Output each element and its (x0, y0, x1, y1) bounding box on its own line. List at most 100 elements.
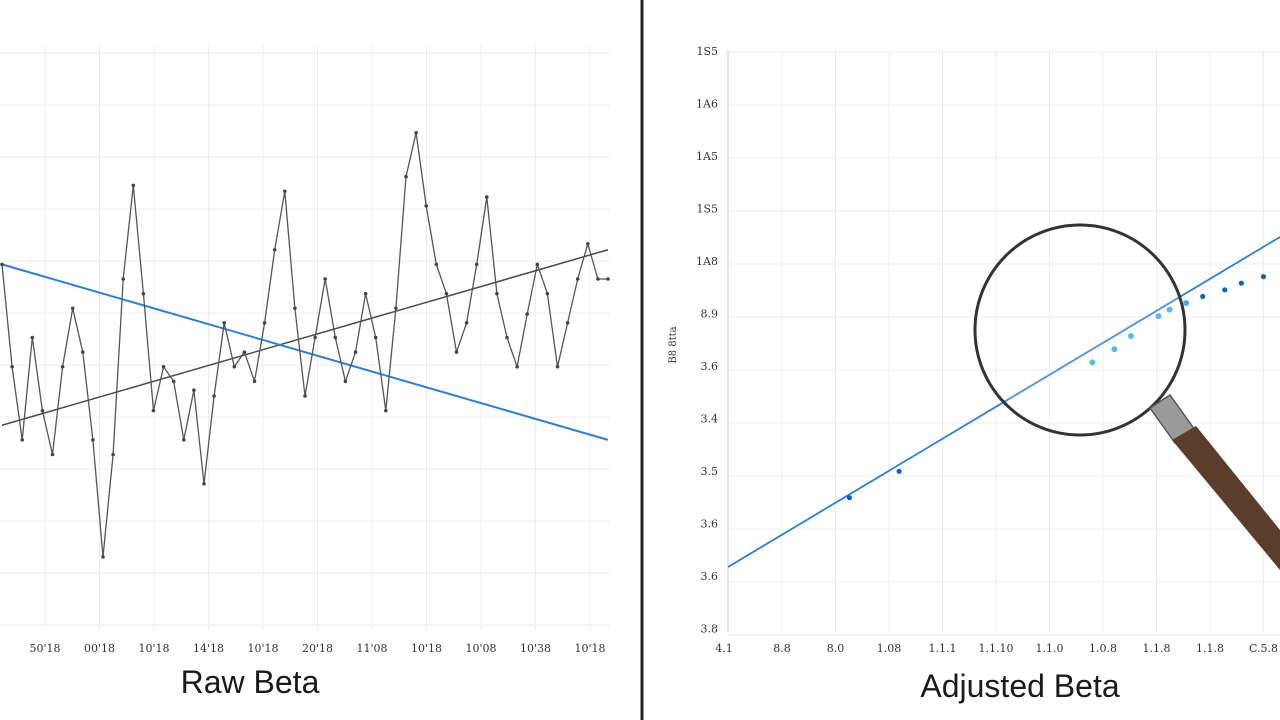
adjusted-beta-y-tick-label: 3.5 (701, 465, 719, 478)
raw-beta-grid (0, 45, 610, 630)
adjusted-beta-x-tick-label: 1.0.8 (1089, 642, 1117, 655)
raw-beta-series-line (1, 132, 608, 557)
raw-beta-point (111, 452, 115, 457)
adjusted-beta-y-tick-label: 8.9 (701, 308, 719, 321)
raw-beta-x-tick-label: 10'38 (520, 642, 551, 655)
adjusted-beta-y-label: B8 8tta (668, 326, 679, 363)
adjusted-beta-x-tick-label: 1.1.1 (929, 642, 957, 655)
adjusted-beta-x-tick-label: 1.08 (877, 642, 902, 655)
raw-beta-point (262, 321, 267, 325)
raw-beta-trend-lines (1, 249, 609, 441)
raw-beta-point (394, 306, 398, 311)
raw-beta-point (454, 350, 459, 354)
magnifier-icon (973, 223, 1280, 570)
adjusted-beta-y-ticks: 1S5 1A6 1A5 1S5 1A8 8.9 3.6 3.4 3.5 3.6 3.6 3.8 (696, 45, 718, 636)
raw-beta-point (575, 277, 580, 281)
raw-beta-point (192, 388, 196, 392)
raw-beta-point (495, 291, 499, 296)
adjusted-beta-x-ticks: 4.1 8.8 8.0 1.08 1.1.1 1.1.10 1.1.0 1.0.8 1.1.8 1… (715, 642, 1278, 655)
raw-beta-point (30, 335, 35, 340)
raw-beta-point (242, 350, 247, 354)
raw-beta-point (485, 195, 489, 199)
adjusted-beta-grid (727, 50, 1280, 636)
raw-beta-x-tick-label: 50'18 (29, 642, 60, 655)
adjusted-beta-x-tick-label: 1.1.10 (979, 642, 1014, 655)
raw-beta-point (40, 408, 45, 413)
adjusted-beta-point (1127, 333, 1134, 339)
raw-beta-point (91, 438, 95, 442)
raw-beta-x-tick-label: 10'18 (138, 642, 169, 655)
raw-beta-point (293, 306, 297, 311)
adjusted-beta-y-tick-label: 3.6 (701, 570, 719, 583)
raw-beta-point (515, 364, 519, 369)
adjusted-beta-point (1089, 359, 1096, 366)
raw-beta-point (596, 277, 600, 281)
raw-beta-point (565, 321, 570, 325)
raw-beta-point (303, 394, 307, 398)
adjusted-beta-y-tick-label: 3.6 (701, 360, 719, 373)
raw-beta-x-tick-label: 20'18 (302, 642, 333, 655)
raw-beta-x-tick-label: 10'18 (411, 642, 442, 655)
raw-beta-point (151, 408, 156, 413)
raw-beta-x-tick-label: 00'18 (84, 642, 115, 655)
raw-beta-point (202, 481, 206, 486)
adjusted-beta-y-tick-label: 1S5 (696, 203, 718, 216)
raw-beta-point (434, 262, 439, 267)
raw-beta-x-tick-label: 10'18 (247, 642, 278, 655)
raw-beta-point (70, 306, 75, 311)
adjusted-beta-x-tick-label: 1.1.8 (1196, 642, 1224, 655)
raw-beta-x-tick-label: 14'18 (193, 642, 224, 655)
raw-beta-point (555, 364, 560, 369)
raw-beta-point (272, 247, 277, 252)
raw-beta-x-tick-label: 10'08 (465, 642, 496, 655)
adjusted-beta-x-tick-label: 1.1.8 (1143, 642, 1171, 655)
raw-beta-point (424, 204, 429, 208)
raw-beta-point (121, 277, 125, 281)
adjusted-beta-point (846, 495, 853, 501)
magnifier-lens (973, 223, 1187, 437)
raw-beta-point (101, 555, 105, 559)
raw-beta-point (252, 379, 257, 384)
adjusted-beta-point (1183, 300, 1190, 306)
raw-beta-point (131, 183, 136, 188)
raw-beta-point (373, 335, 378, 340)
adjusted-beta-point (896, 468, 902, 474)
raw-beta-point (81, 350, 85, 354)
raw-beta-point (20, 438, 25, 442)
raw-beta-point (586, 242, 590, 246)
adjusted-beta-point (1200, 293, 1206, 299)
raw-beta-point (212, 394, 216, 398)
adjusted-beta-y-tick-label: 1A8 (696, 255, 718, 268)
raw-beta-point (50, 452, 55, 457)
raw-beta-point (404, 174, 408, 179)
raw-beta-point (474, 262, 479, 267)
adjusted-beta-y-tick-label: 3.8 (701, 623, 719, 636)
raw-beta-point (161, 364, 166, 369)
raw-beta-point (333, 335, 338, 340)
adjusted-beta-point (1260, 274, 1267, 280)
raw-beta-point (414, 130, 418, 135)
magnifier-handle (1172, 426, 1280, 570)
raw-beta-point (222, 321, 226, 325)
adjusted-beta-chart: 1S5 1A6 1A5 1S5 1A8 8.9 3.6 3.4 3.5 3.6 3.6 3.8 4.1… (668, 45, 1280, 655)
raw-beta-point (525, 312, 529, 316)
raw-beta-point (384, 408, 388, 413)
raw-beta-chart: 50'18 00'18 10'18 14'18 10'18 20'18 11'08 10'18… (0, 45, 610, 655)
adjusted-beta-y-tick-label: 1S5 (696, 45, 718, 58)
adjusted-beta-y-tick-label: 1A6 (696, 98, 718, 111)
raw-beta-trend-line-down (1, 263, 609, 441)
raw-beta-point (353, 350, 358, 354)
adjusted-beta-point (1238, 280, 1244, 286)
adjusted-beta-point (1222, 287, 1228, 293)
raw-beta-point (606, 277, 610, 281)
adjusted-beta-y-tick-label: 3.4 (701, 413, 719, 426)
raw-beta-point (313, 335, 317, 340)
raw-beta-point (60, 364, 65, 369)
adjusted-beta-points (846, 274, 1267, 501)
raw-beta-point (444, 291, 449, 296)
raw-beta-point (363, 291, 368, 296)
adjusted-beta-x-tick-label: 8.0 (827, 642, 845, 655)
adjusted-beta-y-tick-label: 3.6 (701, 518, 719, 531)
raw-beta-point (0, 262, 4, 267)
